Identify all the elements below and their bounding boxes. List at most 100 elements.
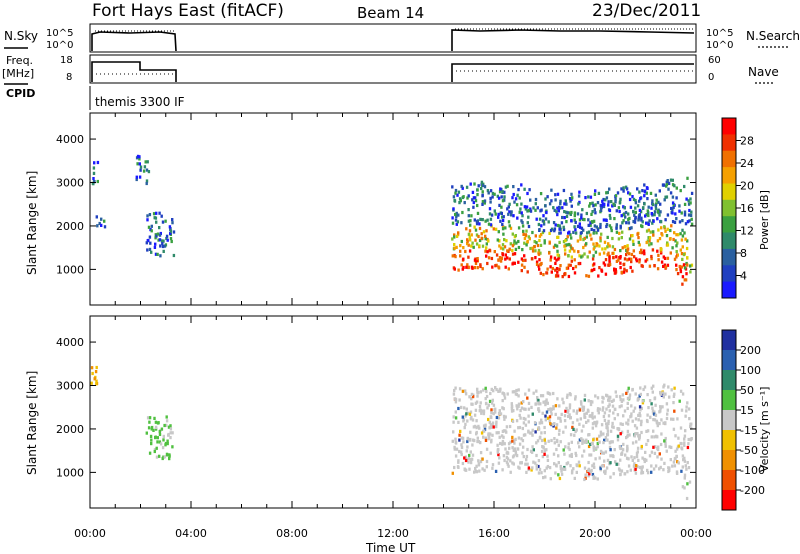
power-cell [570, 255, 573, 259]
power-cell [479, 263, 482, 267]
velocity-cell [622, 398, 625, 402]
velocity-cell [569, 464, 572, 468]
power-cell [513, 261, 516, 265]
power-cell [569, 263, 572, 267]
power-cell [577, 262, 580, 266]
velocity-cell [492, 389, 495, 393]
power-cell [604, 258, 608, 262]
power-cell [570, 204, 573, 208]
power-cell [539, 251, 542, 255]
power-cell [466, 263, 469, 267]
power-cell [518, 196, 521, 200]
velocity-cell [527, 414, 530, 418]
power-cell [670, 206, 673, 211]
velocity-cell [91, 371, 94, 376]
velocity-cell [546, 464, 550, 469]
velocity-cell [609, 454, 612, 458]
velocity-cell [165, 423, 168, 427]
power-cell [654, 193, 657, 197]
velocity-cell [581, 405, 584, 409]
power-cell [593, 192, 597, 196]
velocity-cell [601, 406, 605, 410]
velocity-cell [487, 433, 490, 437]
velocity-cell [565, 406, 568, 410]
velocity-cell [544, 418, 547, 422]
freq-axis-top: 18 [60, 55, 73, 66]
power-cell [474, 199, 478, 203]
power-region-4 [451, 248, 688, 286]
velocity-cell [683, 456, 686, 460]
velocity-cell [532, 391, 535, 395]
velocity-cell [582, 449, 586, 453]
velocity-cell [531, 466, 534, 470]
power-cell [626, 248, 629, 252]
power-cell [596, 228, 600, 232]
velocity-cell [488, 399, 492, 403]
power-cell [673, 257, 677, 261]
power-cell [454, 191, 457, 195]
power-cell [608, 258, 611, 262]
power-cell [675, 186, 678, 190]
velocity-cell [579, 400, 583, 404]
power-cell [659, 249, 663, 253]
power-cell [660, 226, 663, 230]
power-cell [602, 204, 606, 209]
power-cell [501, 190, 504, 194]
power-cell [642, 249, 646, 253]
power-cell [628, 226, 632, 231]
velocity-cell [612, 454, 615, 459]
velocity-cell [673, 409, 676, 413]
velocity-cell [662, 421, 665, 425]
velocity-cell [169, 424, 172, 428]
velocity-cell [158, 430, 161, 434]
velocity-cell [686, 401, 689, 405]
power-cell [565, 266, 569, 270]
power-cell [603, 263, 607, 267]
velocity-cell [502, 392, 506, 396]
power-cell [599, 236, 602, 240]
velocity-cell [567, 409, 570, 413]
power-cell [532, 206, 535, 210]
velocity-colorbar-swatch [722, 330, 736, 351]
velocity-cell [660, 432, 663, 436]
velocity-cell [661, 405, 664, 409]
velocity-cell [545, 410, 549, 414]
power-cell [523, 187, 526, 191]
power-cell [671, 220, 675, 224]
power-cell [649, 230, 652, 234]
power-cell [646, 209, 649, 213]
power-cell [170, 239, 173, 244]
power-cell [650, 242, 653, 246]
velocity-cell [504, 415, 507, 419]
velocity-cell [589, 400, 593, 404]
velocity-cell [451, 439, 454, 443]
velocity-cell [518, 425, 522, 430]
power-cell [653, 213, 656, 217]
velocity-cell [468, 412, 472, 416]
power-cell [620, 214, 623, 218]
power-cell [527, 215, 530, 219]
velocity-cell [545, 448, 548, 452]
power-cell [473, 218, 476, 222]
velocity-cell [562, 448, 565, 452]
power-cell [565, 202, 568, 206]
power-cell [638, 250, 642, 255]
power-cell [584, 196, 587, 200]
power-cell [478, 226, 482, 231]
power-cell [556, 192, 560, 196]
power-cell [533, 240, 536, 244]
velocity-cell [584, 473, 587, 477]
velocity-cell [485, 402, 488, 406]
velocity-cell [575, 463, 578, 467]
velocity-cell [470, 457, 474, 461]
power-cell [625, 221, 628, 225]
velocity-cell [681, 392, 685, 396]
velocity-cell [656, 424, 659, 428]
velocity-cell [652, 384, 655, 388]
power-cell [152, 212, 156, 216]
power-cell [548, 202, 552, 206]
velocity-cell [535, 453, 538, 458]
velocity-cell [659, 409, 662, 413]
power-cell [605, 196, 609, 200]
velocity-cell [665, 416, 669, 421]
